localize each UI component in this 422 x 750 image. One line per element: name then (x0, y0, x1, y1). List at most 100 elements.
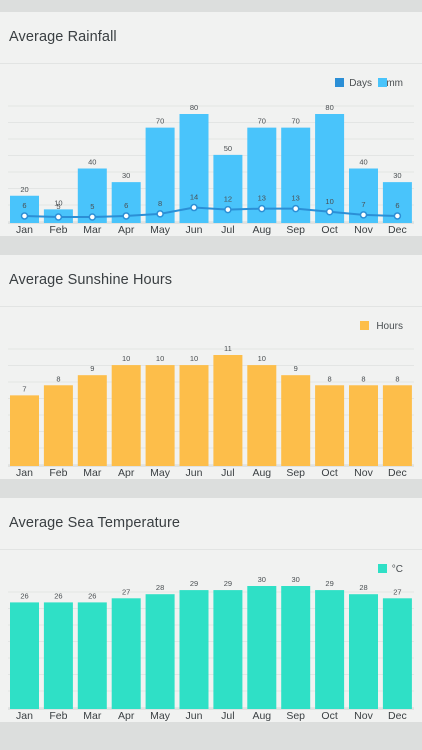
bar (10, 395, 39, 466)
month-label: Oct (321, 467, 337, 479)
month-label: Mar (83, 224, 102, 236)
month-label: May (150, 467, 171, 479)
sunshine-title: Average Sunshine Hours (9, 272, 173, 288)
rainfall-panel: Average Rainfall mm Days 20 10 40 30 70 80 50 70 7… (0, 12, 422, 236)
days-value-label: 6 (395, 201, 399, 210)
days-value-label: 13 (258, 194, 266, 203)
month-label: Aug (252, 467, 271, 479)
bar-value-label: 10 (190, 354, 198, 363)
bar-value-label: 27 (122, 587, 130, 596)
month-label: Feb (49, 710, 67, 722)
bar (145, 127, 175, 223)
rainfall-chart: mm Days 20 10 40 30 70 80 50 70 70 80 40 30 6 5 5 6 8 14 12 1… (8, 78, 414, 236)
days-point (122, 212, 130, 220)
bar-value-label: 27 (393, 587, 401, 596)
month-label: Apr (118, 710, 135, 722)
legend-label: Hours (376, 321, 403, 332)
days-point (190, 203, 198, 212)
days-value-label: 8 (158, 199, 162, 208)
bar-value-label: 8 (328, 374, 332, 383)
bar-value-label: 29 (224, 579, 232, 588)
bar-value-label: 26 (54, 591, 62, 600)
bar-value-label: 28 (156, 583, 164, 592)
month-label: Jan (16, 710, 33, 722)
days-point (393, 212, 402, 220)
days-value-label: 7 (361, 200, 365, 209)
month-label: Nov (354, 710, 373, 722)
bar (247, 586, 277, 709)
month-label: Mar (83, 710, 102, 722)
days-point (54, 213, 63, 221)
month-label: Dec (388, 710, 407, 722)
bar-value-label: 30 (292, 575, 300, 584)
sea-temperature-chart: °C 26 26 26 27 28 29 29 30 30 29 28 27 Jan Feb Mar Apr Ma… (8, 564, 414, 722)
bar (349, 385, 378, 466)
days-point (156, 210, 164, 218)
bar-value-label: 26 (20, 591, 28, 600)
month-label: May (150, 224, 171, 236)
sunshine-chart: Hours 7 8 9 10 10 10 11 10 9 8 8 8 Jan Feb Mar Apr May Jun… (8, 321, 414, 479)
bar-value-label: 70 (292, 117, 300, 126)
bar-value-label: 9 (294, 364, 298, 373)
month-label: Jan (16, 467, 33, 479)
month-label: Mar (83, 467, 102, 479)
bar-value-label: 30 (258, 575, 266, 584)
legend-label: Days (349, 78, 372, 89)
legend-swatch (378, 564, 387, 573)
legend-label: mm (386, 78, 403, 89)
days-point (258, 204, 266, 213)
days-value-label: 5 (90, 202, 94, 211)
bar-value-label: 50 (224, 144, 232, 153)
bar-value-label: 29 (325, 579, 333, 588)
bar (315, 590, 345, 709)
month-label: Feb (49, 467, 67, 479)
month-label: Jan (16, 224, 33, 236)
bar (179, 365, 209, 466)
bar (382, 385, 412, 466)
month-label: Sep (286, 710, 305, 722)
month-label: Oct (321, 224, 337, 236)
bar (145, 365, 175, 466)
days-value-label: 14 (190, 193, 198, 202)
days-value-label: 12 (224, 195, 232, 204)
sunshine-divider (0, 306, 422, 307)
bar-value-label: 80 (325, 103, 333, 112)
month-label: Dec (388, 224, 407, 236)
days-value-label: 13 (292, 194, 300, 203)
bar-value-label: 70 (258, 117, 266, 126)
bar-value-label: 40 (88, 158, 96, 167)
month-label: Aug (252, 224, 271, 236)
month-label: Nov (354, 224, 373, 236)
days-point (291, 204, 300, 213)
bar-value-label: 8 (56, 374, 60, 383)
bar-value-label: 11 (224, 344, 232, 353)
bar (43, 602, 73, 709)
month-label: Aug (252, 710, 271, 722)
days-point (224, 205, 232, 214)
bar-value-label: 10 (156, 354, 164, 363)
days-point (20, 212, 29, 220)
sea-temperature-panel: Average Sea Temperature °C 26 26 26 27 28 29 29… (0, 498, 422, 722)
days-point (325, 208, 334, 216)
legend-swatch (360, 321, 369, 330)
bar-value-label: 10 (54, 198, 62, 207)
bar (111, 598, 141, 709)
bar-value-label: 29 (190, 579, 198, 588)
days-point (359, 211, 368, 219)
month-label: Sep (286, 224, 305, 236)
bar-value-label: 70 (156, 117, 164, 126)
bar (213, 590, 243, 709)
bar-value-label: 10 (122, 354, 130, 363)
days-value-label: 5 (56, 202, 60, 211)
month-label: Apr (118, 467, 135, 479)
month-label: May (150, 710, 171, 722)
month-label: Jul (221, 467, 234, 479)
days-value-label: 6 (22, 201, 26, 210)
bar-value-label: 28 (359, 583, 367, 592)
month-label: Jun (186, 467, 203, 479)
bar-value-label: 80 (190, 103, 198, 112)
sea-temperature-title: Average Sea Temperature (9, 515, 181, 531)
bar (382, 598, 412, 709)
bar-value-label: 10 (258, 354, 266, 363)
bar-value-label: 26 (88, 591, 96, 600)
